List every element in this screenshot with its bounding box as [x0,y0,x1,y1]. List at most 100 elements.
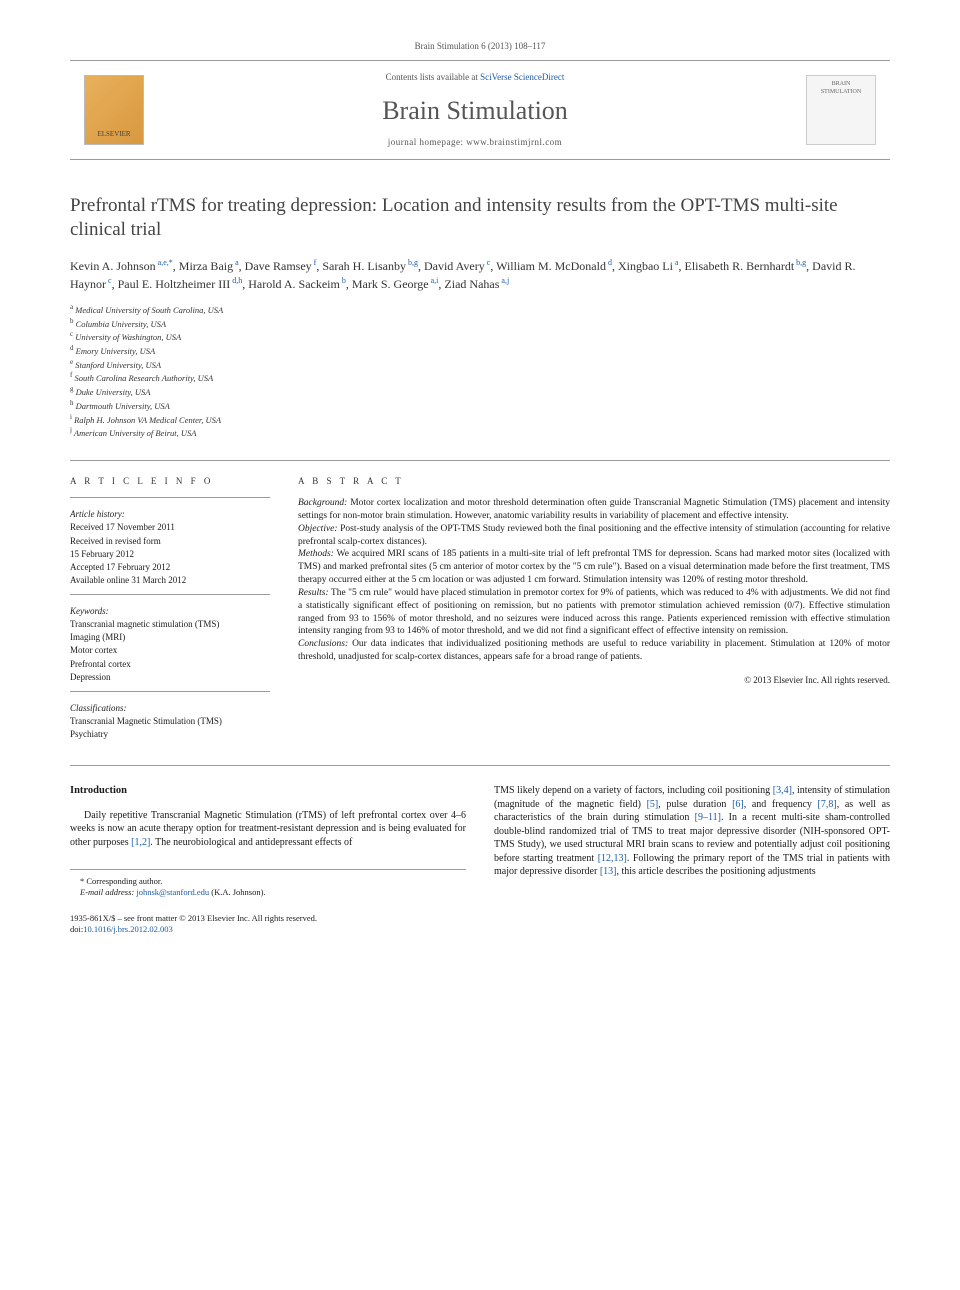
intro-paragraph-right: TMS likely depend on a variety of factor… [494,784,890,879]
keywords-section: Keywords: Transcranial magnetic stimulat… [70,594,270,683]
introduction-heading: Introduction [70,784,466,798]
affiliation: f South Carolina Research Authority, USA [70,371,890,385]
ref-link[interactable]: [13] [600,866,617,877]
author-affil-sup: c [485,258,491,267]
author-affil-sup: a,i [429,276,439,285]
logo-line-2: STIMULATION [821,88,861,96]
ref-link[interactable]: [5] [647,799,659,810]
abstract-heading: A B S T R A C T [298,475,890,487]
author-affil-sup: d,h [230,276,242,285]
author: Sarah H. Lisanby b,g [322,259,418,273]
affiliation: i Ralph H. Johnson VA Medical Center, US… [70,413,890,427]
masthead-center: Contents lists available at SciVerse Sci… [158,71,792,148]
author: Mirza Baig a [179,259,239,273]
divider [70,765,890,766]
affiliation: b Columbia University, USA [70,317,890,331]
affiliation: d Emory University, USA [70,344,890,358]
history-line: 15 February 2012 [70,548,270,560]
keyword: Depression [70,671,270,683]
ref-link[interactable]: [6] [732,799,744,810]
author-affil-sup: a,e,* [156,258,173,267]
abstract-section: Objective: Post-study analysis of the OP… [298,523,890,549]
abstract-section: Conclusions: Our data indicates that ind… [298,638,890,664]
affiliation-list: a Medical University of South Carolina, … [70,303,890,440]
author: David Avery c [424,259,490,273]
intro-paragraph-left: Daily repetitive Transcranial Magnetic S… [70,809,466,850]
history-label: Article history: [70,508,270,520]
author-affil-sup: a [673,258,679,267]
author-affil-sup: a,j [499,276,509,285]
keyword: Transcranial magnetic stimulation (TMS) [70,618,270,630]
affiliation: h Dartmouth University, USA [70,399,890,413]
doi-line: doi:10.1016/j.brs.2012.02.003 [70,924,317,935]
footer: 1935-861X/$ – see front matter © 2013 El… [70,913,890,936]
sciencedirect-link[interactable]: SciVerse ScienceDirect [480,72,564,82]
affiliation: g Duke University, USA [70,385,890,399]
classifications-label: Classifications: [70,702,270,714]
affiliation: a Medical University of South Carolina, … [70,303,890,317]
keywords-label: Keywords: [70,605,270,617]
author-list: Kevin A. Johnson a,e,*, Mirza Baig a, Da… [70,257,890,293]
info-abstract-block: A R T I C L E I N F O Article history: R… [70,460,890,741]
author: Paul E. Holtzheimer III d,h [118,277,243,291]
masthead: ELSEVIER Contents lists available at Sci… [70,60,890,159]
author-affil-sup: b,g [406,258,418,267]
author: Kevin A. Johnson a,e,* [70,259,173,273]
email-line: E-mail address: johnsk@stanford.edu (K.A… [70,887,466,898]
ref-link[interactable]: [9–11] [695,812,721,823]
contents-line: Contents lists available at SciVerse Sci… [158,71,792,83]
corresponding-star: * Corresponding author. [70,876,466,887]
article-title: Prefrontal rTMS for treating depression:… [70,194,890,243]
history-line: Accepted 17 February 2012 [70,561,270,573]
body-column-right: TMS likely depend on a variety of factor… [494,784,890,899]
classification: Transcranial Magnetic Stimulation (TMS) [70,715,270,727]
author: William M. McDonald d [496,259,612,273]
article-info-heading: A R T I C L E I N F O [70,475,270,487]
abstract-section: Methods: We acquired MRI scans of 185 pa… [298,548,890,586]
author: Elisabeth R. Bernhardt b,g [685,259,807,273]
author: Xingbao Li a [618,259,679,273]
homepage-label: journal homepage: [388,137,466,147]
header-citation: Brain Stimulation 6 (2013) 108–117 [70,40,890,52]
logo-line-1: BRAIN [832,80,851,88]
body-text: Introduction Daily repetitive Transcrani… [70,784,890,899]
author: Ziad Nahas a,j [444,277,509,291]
homepage-url[interactable]: www.brainstimjrnl.com [466,137,562,147]
journal-cover-icon: BRAIN STIMULATION [806,75,876,145]
article-history: Article history: Received 17 November 20… [70,497,270,586]
affiliation: j American University of Beirut, USA [70,426,890,440]
classification: Psychiatry [70,728,270,740]
author: Mark S. George a,i [352,277,439,291]
history-line: Received 17 November 2011 [70,521,270,533]
ref-link[interactable]: [3,4] [773,785,792,796]
classifications-section: Classifications: Transcranial Magnetic S… [70,691,270,740]
keyword: Motor cortex [70,644,270,656]
author: Harold A. Sackeim b [248,277,346,291]
journal-name: Brain Stimulation [158,93,792,128]
keyword: Imaging (MRI) [70,631,270,643]
body-column-left: Introduction Daily repetitive Transcrani… [70,784,466,899]
author-affil-sup: b,g [794,258,806,267]
author-affil-sup: c [106,276,112,285]
history-line: Available online 31 March 2012 [70,574,270,586]
homepage-line: journal homepage: www.brainstimjrnl.com [158,136,792,148]
copyright-line: © 2013 Elsevier Inc. All rights reserved… [298,674,890,686]
affiliation: c University of Washington, USA [70,330,890,344]
ref-link[interactable]: [1,2] [131,837,150,848]
contents-prefix: Contents lists available at [386,72,480,82]
article-info-column: A R T I C L E I N F O Article history: R… [70,475,270,741]
front-matter-line: 1935-861X/$ – see front matter © 2013 El… [70,913,317,924]
author: Dave Ramsey f [245,259,317,273]
ref-link[interactable]: [12,13] [598,853,627,864]
elsevier-logo: ELSEVIER [84,75,144,145]
abstract-section: Background: Motor cortex localization an… [298,497,890,523]
email-link[interactable]: johnsk@stanford.edu [136,887,209,897]
author-affil-sup: d [606,258,612,267]
abstract-section: Results: The "5 cm rule" would have plac… [298,587,890,638]
author-affil-sup: b [340,276,346,285]
doi-link[interactable]: 10.1016/j.brs.2012.02.003 [83,924,173,934]
author-affil-sup: a [233,258,239,267]
ref-link[interactable]: [7,8] [818,799,837,810]
corresponding-author-footnote: * Corresponding author. E-mail address: … [70,869,466,899]
author-affil-sup: f [312,258,317,267]
